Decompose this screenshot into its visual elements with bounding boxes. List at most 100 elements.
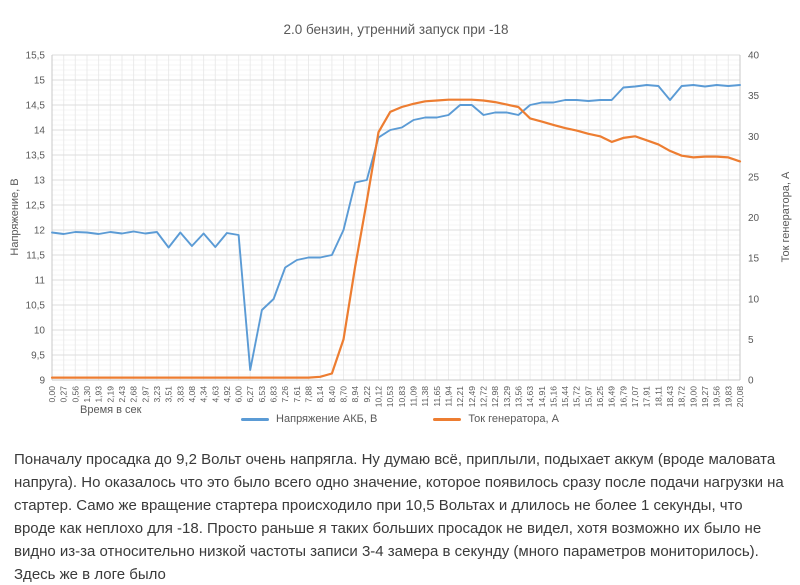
x-axis-tick: 14,63 — [525, 386, 535, 408]
x-axis-tick: 13,56 — [513, 386, 523, 408]
x-axis-tick: 4,63 — [210, 386, 220, 403]
x-axis-tick: 11,09 — [409, 386, 419, 407]
y-axis-tick-right: 40 — [748, 51, 760, 62]
x-axis-tick: 15,72 — [572, 386, 582, 408]
x-axis-tick: 18,72 — [677, 386, 687, 408]
chart-title: 2.0 бензин, утренний запуск при -18 — [283, 22, 509, 37]
y-axis-title-right: Ток генератора, А — [780, 171, 792, 263]
x-axis-tick: 2,43 — [117, 386, 127, 403]
y-axis-tick-left: 15 — [34, 76, 46, 87]
x-axis-tick: 10,53 — [385, 386, 395, 408]
x-axis-tick: 0,27 — [59, 386, 69, 403]
y-axis-tick-right: 25 — [748, 172, 760, 183]
y-axis-tick-right: 35 — [748, 91, 760, 102]
x-axis-tick: 11,94 — [444, 386, 454, 407]
x-axis-tick: 7,26 — [280, 386, 290, 403]
legend-item-voltage: Напряжение АКБ, В — [241, 413, 377, 425]
y-axis-tick-left: 15,5 — [26, 51, 46, 62]
legend-label-voltage: Напряжение АКБ, В — [276, 413, 378, 425]
x-axis-tick: 4,08 — [187, 386, 197, 403]
x-axis-tick: 10,83 — [397, 386, 407, 408]
legend-item-current: Ток генератора, А — [433, 413, 559, 425]
x-axis-tick: 12,49 — [467, 386, 477, 408]
x-axis-tick: 14,91 — [537, 386, 547, 408]
x-axis-tick: 12,21 — [455, 386, 465, 408]
x-axis-tick: 19,56 — [712, 386, 722, 408]
x-axis-title: Время в сек — [80, 404, 142, 416]
y-axis-tick-left: 12,5 — [26, 201, 46, 212]
x-axis-tick: 17,07 — [630, 386, 640, 408]
x-axis-tick: 2,97 — [140, 386, 150, 403]
series-line-1 — [50, 98, 742, 379]
y-axis-tick-left: 9,5 — [31, 351, 45, 362]
x-axis-tick: 15,16 — [548, 386, 558, 408]
voltage-line-swatch — [241, 417, 270, 421]
chart-legend: Напряжение АКБ, В Ток генератора, А — [0, 413, 800, 425]
y-axis-tick-left: 12 — [34, 226, 46, 237]
x-axis-tick: 7,61 — [292, 386, 302, 403]
x-axis-tick: 16,79 — [618, 386, 628, 408]
x-axis-tick: 8,14 — [315, 386, 325, 403]
y-axis-tick-left: 10,5 — [26, 301, 46, 312]
x-axis-tick: 9,22 — [362, 386, 372, 403]
legend-label-current: Ток генератора, А — [468, 413, 559, 425]
x-axis-tick: 11,65 — [432, 386, 442, 407]
y-axis-tick-right: 10 — [748, 294, 760, 305]
y-axis-tick-left: 11 — [35, 276, 46, 287]
x-axis-tick: 6,27 — [245, 386, 255, 403]
y-axis-tick-right: 15 — [748, 254, 760, 265]
y-axis-tick-left: 9 — [39, 376, 45, 387]
x-axis-tick: 0,56 — [70, 386, 80, 403]
current-line-swatch — [433, 417, 462, 421]
x-axis-tick: 0,00 — [47, 386, 57, 403]
x-axis-tick: 11,38 — [420, 386, 430, 407]
x-axis-tick: 8,40 — [327, 386, 337, 403]
x-axis-tick: 3,83 — [175, 386, 185, 403]
x-axis-tick: 4,92 — [222, 386, 232, 403]
x-axis-tick: 2,68 — [129, 386, 139, 403]
x-axis-tick: 20,08 — [735, 386, 745, 408]
y-axis-tick-right: 0 — [748, 376, 754, 387]
x-axis-tick: 15,97 — [583, 386, 593, 408]
series-line-0 — [51, 84, 741, 371]
x-axis-tick: 3,23 — [152, 386, 162, 403]
x-axis-tick: 8,70 — [339, 386, 349, 403]
chart-canvas: 9 9,5 10 10,5 11 11,5 12 12,5 13 13,5 14 14,5 15 15,5… — [26, 51, 760, 408]
chart-region: 9 9,5 10 10,5 11 11,5 12 12,5 13 13,5 14 14,5 15 15,5… — [0, 22, 800, 425]
x-axis-tick: 16,25 — [595, 386, 605, 408]
x-axis-tick: 18,43 — [665, 386, 675, 408]
x-axis-tick: 16,49 — [607, 386, 617, 408]
x-axis-tick: 8,94 — [350, 386, 360, 403]
x-axis-tick: 1,93 — [94, 386, 104, 403]
y-axis-tick-left: 14 — [34, 126, 46, 137]
y-axis-tick-left: 13,5 — [26, 151, 46, 162]
x-axis-tick: 7,88 — [304, 386, 314, 403]
x-axis-tick: 18,11 — [653, 386, 663, 407]
x-axis-tick: 15,44 — [560, 386, 570, 408]
x-axis-tick: 3,51 — [164, 386, 174, 403]
x-axis-tick: 19,00 — [688, 386, 698, 408]
article: Поначалу просадка до 9,2 Вольт очень нап… — [0, 444, 800, 585]
x-axis-tick: 6,00 — [234, 386, 244, 403]
x-axis-tick: 1,30 — [82, 386, 92, 403]
x-axis-tick: 13,29 — [502, 386, 512, 408]
x-axis-tick: 17,91 — [642, 386, 652, 408]
x-axis-tick: 6,53 — [257, 386, 267, 403]
y-axis-tick-left: 11,5 — [26, 251, 45, 262]
x-axis-tick: 2,19 — [105, 386, 115, 403]
x-axis-tick: 6,83 — [269, 386, 279, 403]
x-axis-tick: 12,98 — [490, 386, 500, 408]
y-axis-tick-left: 10 — [34, 326, 46, 337]
y-axis-tick-right: 5 — [748, 335, 754, 346]
x-axis-tick: 19,27 — [700, 386, 710, 408]
x-axis-tick: 19,83 — [723, 386, 733, 408]
y-axis-tick-left: 14,5 — [26, 101, 46, 112]
x-axis-tick: 10,12 — [374, 386, 384, 408]
y-axis-title-left: Напряжение, В — [9, 178, 21, 256]
y-axis-tick-right: 20 — [748, 213, 760, 224]
y-axis-tick-left: 13 — [34, 176, 46, 187]
article-text: Поначалу просадка до 9,2 Вольт очень нап… — [14, 451, 784, 583]
x-axis-tick: 12,72 — [479, 386, 489, 408]
y-axis-tick-right: 30 — [748, 132, 760, 143]
